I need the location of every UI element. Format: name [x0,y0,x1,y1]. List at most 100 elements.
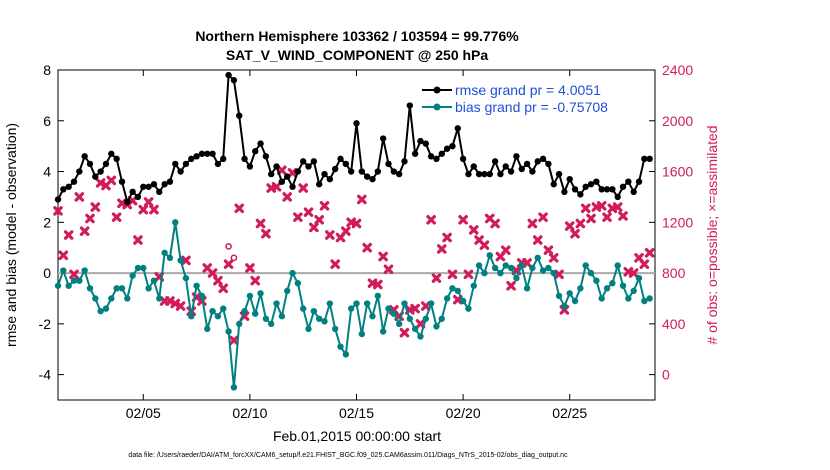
legend: rmse grand pr = 4.0051 bias grand pr = -… [422,82,608,115]
obs-assimilated-point [586,213,596,224]
obs-possible-point [230,254,238,262]
bias-point [188,313,195,320]
obs-assimilated-point [261,228,271,239]
obs-assimilated-point [548,253,559,263]
bias-point [374,292,382,300]
bias-point [353,300,360,307]
y-axis-right-ticks: 0 400 800 1200 1600 2000 2400 [649,62,693,383]
obs-assimilated-point [63,230,74,240]
bias-point [145,285,152,292]
rmse-line [57,74,650,203]
rmse-point [577,191,584,198]
obs-assimilated-point [644,247,655,258]
bias-point [470,282,477,289]
bias-point [156,295,163,302]
bias-point [134,264,142,272]
bias-point [54,282,62,289]
rmse-point [470,163,477,170]
obs-assimilated-point [298,183,308,193]
rmse-point [379,135,387,142]
rmse-point [347,168,355,175]
obs-assimilated-point [564,221,575,231]
bias-point [507,264,515,272]
obs-assimilated-point [229,335,239,346]
obs-assimilated-point [255,218,266,229]
bias-point [630,287,637,295]
rmse-point [635,178,643,185]
obs-assimilated-point [532,235,543,245]
obs-assimilated-point [341,226,351,236]
x-tick-label: 02/15 [339,405,374,421]
legend-rmse-label: rmse grand pr = 4.0051 [455,82,601,98]
rmse-point [198,150,206,157]
bias-point [561,302,568,310]
obs-assimilated-point [639,259,650,269]
y-right-tick-label: 800 [662,265,686,281]
bias-point [363,300,371,307]
rmse-point [305,163,312,170]
rmse-point [310,158,318,165]
rmse-point [65,183,72,190]
bias-series [54,219,653,391]
bias-point [257,290,264,297]
obs-assimilated-point [277,165,287,176]
x-axis-ticks: 02/05 02/10 02/15 02/20 02/25 [126,70,587,421]
rmse-point [273,163,280,170]
rmse-point [102,160,110,168]
obs-assimilated-point [319,201,330,211]
rmse-point [497,170,504,178]
rmse-point [60,186,67,193]
bias-point [342,351,350,358]
bias-point [385,305,392,312]
obs-assimilated-point [612,202,623,212]
bias-point [198,292,206,300]
x-tick-label: 02/20 [446,405,481,421]
bias-point [347,305,355,312]
obs-assimilated-point [181,255,191,266]
obs-assimilated-point [490,218,500,229]
rmse-point [257,140,264,147]
rmse-point [561,188,568,196]
obs-assimilated-point [223,259,234,269]
rmse-point [374,168,382,175]
bias-point [609,280,616,287]
obs-assimilated-point [111,212,122,223]
rmse-point [486,170,493,178]
rmse-point [545,160,552,168]
rmse-point [76,168,83,175]
rmse-point [220,155,227,163]
y-left-tick-label: -2 [39,316,52,332]
rmse-point [86,160,94,168]
bias-point [161,249,168,256]
rmse-point [81,153,88,160]
data-file-note: data file: /Users/raeder/DAI/ATM_forcXX/… [128,452,568,459]
obs-assimilated-point [570,228,580,239]
y-right-tick-label: 1200 [662,214,693,230]
rmse-point [134,193,142,201]
obs-assimilated-point [287,168,298,178]
bias-point [534,254,541,262]
y-right-tick-label: 2000 [662,113,693,129]
bias-point [587,269,595,277]
y-right-tick-label: 400 [662,316,686,332]
obs-assimilated-point [458,214,468,225]
y-right-tick-label: 1600 [662,164,693,180]
obs-assimilated-point [149,204,159,215]
y-left-tick-label: 4 [43,164,51,180]
y-left-tick-label: 0 [43,265,51,281]
rmse-point [571,186,579,193]
bias-point [539,267,547,274]
obs-assimilated-point [74,192,85,202]
bias-point [641,297,648,305]
obs-assimilated-point [309,222,319,233]
rmse-point [140,183,147,190]
rmse-point [507,168,515,175]
bias-point [571,297,579,305]
bias-point [331,325,339,333]
rmse-point [326,175,334,183]
bias-point [635,274,643,282]
bias-point [619,282,627,289]
bias-point [411,325,419,333]
rmse-point [614,193,621,201]
